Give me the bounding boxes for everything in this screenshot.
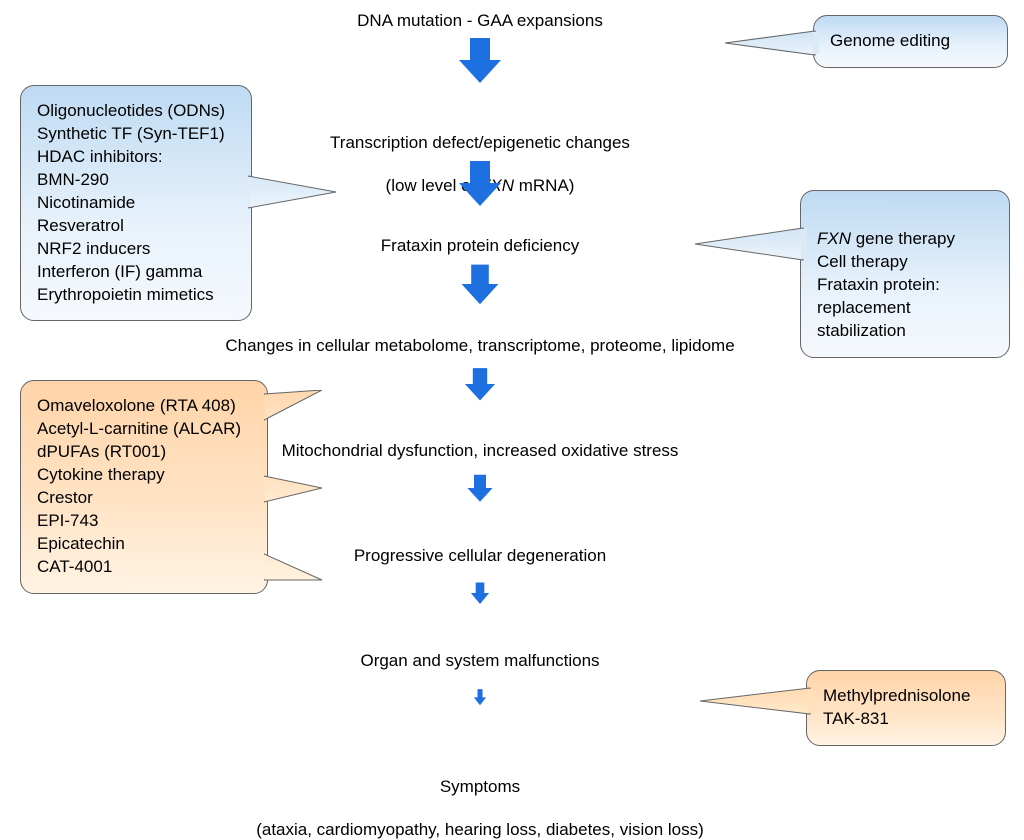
stage-dna-mutation: DNA mutation - GAA expansions (300, 10, 660, 31)
symptoms-detail: (ataxia, cardiomyopathy, hearing loss, d… (256, 820, 704, 839)
fxn-italic-2: FXN (817, 229, 851, 248)
stage-2-line2b: mRNA) (514, 176, 574, 195)
callout-frataxin-therapies: FXN gene therapy Cell therapy Frataxin p… (800, 190, 1010, 358)
flow-arrow-4 (462, 362, 498, 406)
callout-tail-1 (725, 25, 820, 65)
callout-mitochondrial-therapies: Omaveloxolone (RTA 408) Acetyl-L-carniti… (20, 380, 268, 594)
flow-arrow-7 (471, 677, 489, 717)
flow-arrow-6 (468, 572, 492, 614)
stage-organ-malfunction: Organ and system malfunctions (280, 650, 680, 671)
callout-tail-5 (700, 682, 813, 722)
callout-transcription-therapies: Oligonucleotides (ODNs) Synthetic TF (Sy… (20, 85, 252, 321)
callout-symptom-therapies: Methylprednisolone TAK-831 (806, 670, 1006, 746)
stage-2-line1: Transcription defect/epigenetic changes (330, 133, 630, 152)
callout-tail-4a (264, 390, 324, 424)
stage-cellular-changes: Changes in cellular metabolome, transcri… (180, 335, 780, 356)
flow-arrow-1 (455, 35, 505, 85)
callout-tail-3 (695, 222, 807, 268)
flow-arrow-3 (458, 262, 502, 306)
callout-genome-editing: Genome editing (813, 15, 1008, 68)
flow-arrow-2 (455, 158, 505, 208)
stage-mitochondrial-dysfunction: Mitochondrial dysfunction, increased oxi… (220, 440, 740, 461)
callout-tail-4b (264, 472, 324, 506)
flow-arrow-5 (465, 467, 495, 509)
symptoms-label: Symptoms (440, 777, 520, 796)
stage-cellular-degeneration: Progressive cellular degeneration (280, 545, 680, 566)
stage-symptoms: Symptoms (ataxia, cardiomyopathy, hearin… (180, 755, 780, 840)
stage-frataxin-deficiency: Frataxin protein deficiency (300, 235, 660, 256)
